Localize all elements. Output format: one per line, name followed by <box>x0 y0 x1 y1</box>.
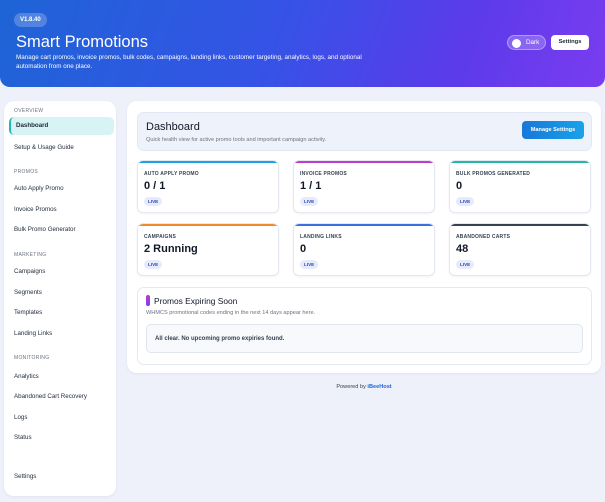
sidebar-section-promos: PROMOS <box>14 169 39 175</box>
card-label: AUTO APPLY PROMO <box>144 171 199 177</box>
sidebar-item-settings[interactable]: Settings <box>14 473 37 480</box>
footer: Powered by iBeeHost <box>127 384 601 390</box>
sidebar-section-marketing: MARKETING <box>14 252 47 258</box>
stat-card-landing-links: LANDING LINKS 0 LIVE <box>293 223 435 276</box>
sidebar-item-logs[interactable]: Logs <box>14 414 28 421</box>
card-accent-bar <box>450 224 590 226</box>
status-badge: LIVE <box>300 260 319 269</box>
dashboard-subtitle: Quick health view for active promo tools… <box>146 137 327 143</box>
card-value: 0 <box>456 180 463 192</box>
sidebar-item-status[interactable]: Status <box>14 434 32 441</box>
dashboard-header: Dashboard Quick health view for active p… <box>137 112 592 151</box>
header-settings-button[interactable]: Settings <box>551 35 589 50</box>
card-accent-bar <box>138 224 278 226</box>
card-accent-bar <box>138 161 278 163</box>
sidebar-item-analytics[interactable]: Analytics <box>14 373 39 380</box>
card-value: 48 <box>456 243 469 255</box>
card-label: INVOICE PROMOS <box>300 171 347 177</box>
card-label: ABANDONED CARTS <box>456 234 511 240</box>
sidebar-item-bulk-generator[interactable]: Bulk Promo Generator <box>14 226 76 233</box>
sidebar-item-campaigns[interactable]: Campaigns <box>14 268 46 275</box>
sidebar-item-invoice-promos[interactable]: Invoice Promos <box>14 206 57 213</box>
page-title: Smart Promotions <box>16 33 149 51</box>
status-badge: LIVE <box>144 197 163 206</box>
dashboard-title: Dashboard <box>146 121 200 133</box>
card-accent-bar <box>294 224 434 226</box>
card-value: 1 / 1 <box>300 180 322 192</box>
status-badge: LIVE <box>300 197 319 206</box>
card-label: BULK PROMOS GENERATED <box>456 171 531 177</box>
expiring-promos-panel: Promos Expiring Soon WHMCS promotional c… <box>137 287 592 365</box>
card-label: LANDING LINKS <box>300 234 342 240</box>
stat-card-invoice-promos: INVOICE PROMOS 1 / 1 LIVE <box>293 160 435 213</box>
app-header: V1.8.40 Smart Promotions Manage cart pro… <box>0 0 605 87</box>
card-accent-bar <box>294 161 434 163</box>
sidebar-item-templates[interactable]: Templates <box>14 309 43 316</box>
sidebar-item-auto-apply[interactable]: Auto Apply Promo <box>14 185 64 192</box>
card-label: CAMPAIGNS <box>144 234 176 240</box>
card-value: 0 <box>300 243 307 255</box>
expiring-subtitle: WHMCS promotional codes ending in the ne… <box>146 310 316 316</box>
sidebar-item-dashboard[interactable]: Dashboard <box>9 117 114 135</box>
dark-mode-toggle[interactable]: Dark <box>507 35 546 50</box>
footer-prefix: Powered by <box>336 384 368 390</box>
sidebar-item-abandoned-cart[interactable]: Abandoned Cart Recovery <box>14 393 87 400</box>
sidebar-item-landing-links[interactable]: Landing Links <box>14 330 53 337</box>
page-subtitle: Manage cart promos, invoice promos, bulk… <box>16 54 362 70</box>
status-badge: LIVE <box>456 260 475 269</box>
sidebar: OVERVIEW Dashboard Setup & Usage Guide P… <box>4 101 116 496</box>
stat-card-campaigns: CAMPAIGNS 2 Running LIVE <box>137 223 279 276</box>
dark-mode-label: Dark <box>526 39 540 46</box>
stat-card-abandoned-carts: ABANDONED CARTS 48 LIVE <box>449 223 591 276</box>
footer-brand-link[interactable]: iBeeHost <box>367 384 392 390</box>
version-badge: V1.8.40 <box>14 13 47 27</box>
status-badge: LIVE <box>456 197 475 206</box>
sidebar-item-segments[interactable]: Segments <box>14 289 42 296</box>
sidebar-item-setup[interactable]: Setup & Usage Guide <box>14 144 74 151</box>
manage-settings-button[interactable]: Manage Settings <box>522 121 584 139</box>
toggle-knob-icon <box>512 39 521 48</box>
stat-card-bulk-promos: BULK PROMOS GENERATED 0 LIVE <box>449 160 591 213</box>
sidebar-section-monitoring: MONITORING <box>14 355 50 361</box>
stat-card-auto-apply: AUTO APPLY PROMO 0 / 1 LIVE <box>137 160 279 213</box>
expiring-empty-state: All clear. No upcoming promo expiries fo… <box>146 324 583 353</box>
card-accent-bar <box>450 161 590 163</box>
empty-state-text: All clear. No upcoming promo expiries fo… <box>155 336 285 342</box>
section-accent-icon <box>146 295 150 306</box>
sidebar-section-overview: OVERVIEW <box>14 108 44 114</box>
card-value: 2 Running <box>144 243 198 255</box>
expiring-title: Promos Expiring Soon <box>154 296 238 306</box>
card-value: 0 / 1 <box>144 180 166 192</box>
main-panel: Dashboard Quick health view for active p… <box>127 101 601 373</box>
status-badge: LIVE <box>144 260 163 269</box>
